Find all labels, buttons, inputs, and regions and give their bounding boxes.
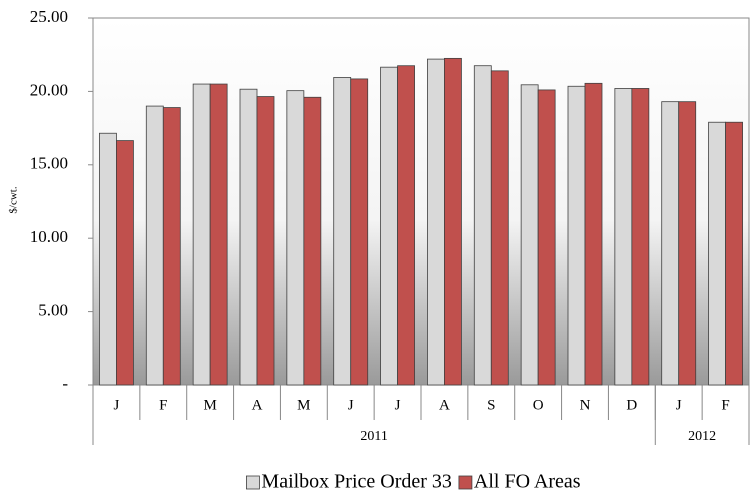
x-tick-label: J — [676, 397, 682, 413]
group-label: 2012 — [688, 429, 716, 444]
x-tick-label: A — [252, 397, 263, 413]
legend-swatch — [246, 475, 260, 490]
y-tick-label: 15.00 — [30, 154, 68, 173]
bar — [303, 96, 322, 386]
x-tick-label: A — [439, 397, 450, 413]
bar — [537, 89, 556, 386]
x-tick-label: O — [533, 397, 544, 413]
x-tick-label: J — [114, 397, 120, 413]
y-tick-label: 20.00 — [30, 80, 68, 99]
bar — [256, 96, 275, 386]
legend-label: All FO Areas — [474, 471, 581, 493]
legend-label: Mailbox Price Order 33 — [261, 471, 452, 493]
bar — [192, 83, 211, 386]
bar — [286, 90, 305, 386]
bar — [145, 105, 164, 386]
legend-swatch — [458, 475, 473, 490]
x-tick-label: F — [159, 397, 167, 413]
bar — [239, 88, 258, 386]
y-tick-label: 25.00 — [30, 7, 68, 26]
x-tick-label: F — [721, 397, 729, 413]
bar — [614, 88, 633, 386]
bar — [473, 65, 492, 386]
y-tick-label: 5.00 — [38, 301, 68, 320]
bar — [520, 84, 539, 386]
plot-area — [92, 17, 750, 386]
x-tick-label: J — [395, 397, 401, 413]
bar — [116, 140, 134, 386]
x-tick-label: J — [348, 397, 354, 413]
bar — [725, 121, 743, 386]
bar — [380, 66, 398, 386]
x-tick-label: M — [203, 397, 216, 413]
y-axis-label: $/cwt. — [8, 186, 20, 213]
x-tick-label: D — [626, 397, 637, 413]
bar — [209, 83, 228, 386]
x-tick-label: S — [487, 397, 495, 413]
group-label: 2011 — [360, 429, 387, 444]
bar — [333, 77, 352, 386]
bar — [661, 101, 680, 386]
bar — [678, 101, 697, 386]
bar — [490, 70, 509, 386]
x-tick-label: N — [580, 397, 591, 413]
bar — [162, 107, 181, 386]
bar — [99, 132, 117, 386]
bar — [444, 57, 462, 386]
bar — [427, 58, 445, 386]
bar — [350, 78, 369, 386]
bar — [567, 85, 586, 386]
bar — [708, 121, 726, 386]
bar — [397, 65, 415, 386]
y-tick-label: - — [62, 374, 68, 393]
bar — [584, 82, 603, 386]
y-tick-label: 10.00 — [30, 227, 68, 246]
x-tick-label: M — [297, 397, 310, 413]
bar — [631, 88, 650, 386]
